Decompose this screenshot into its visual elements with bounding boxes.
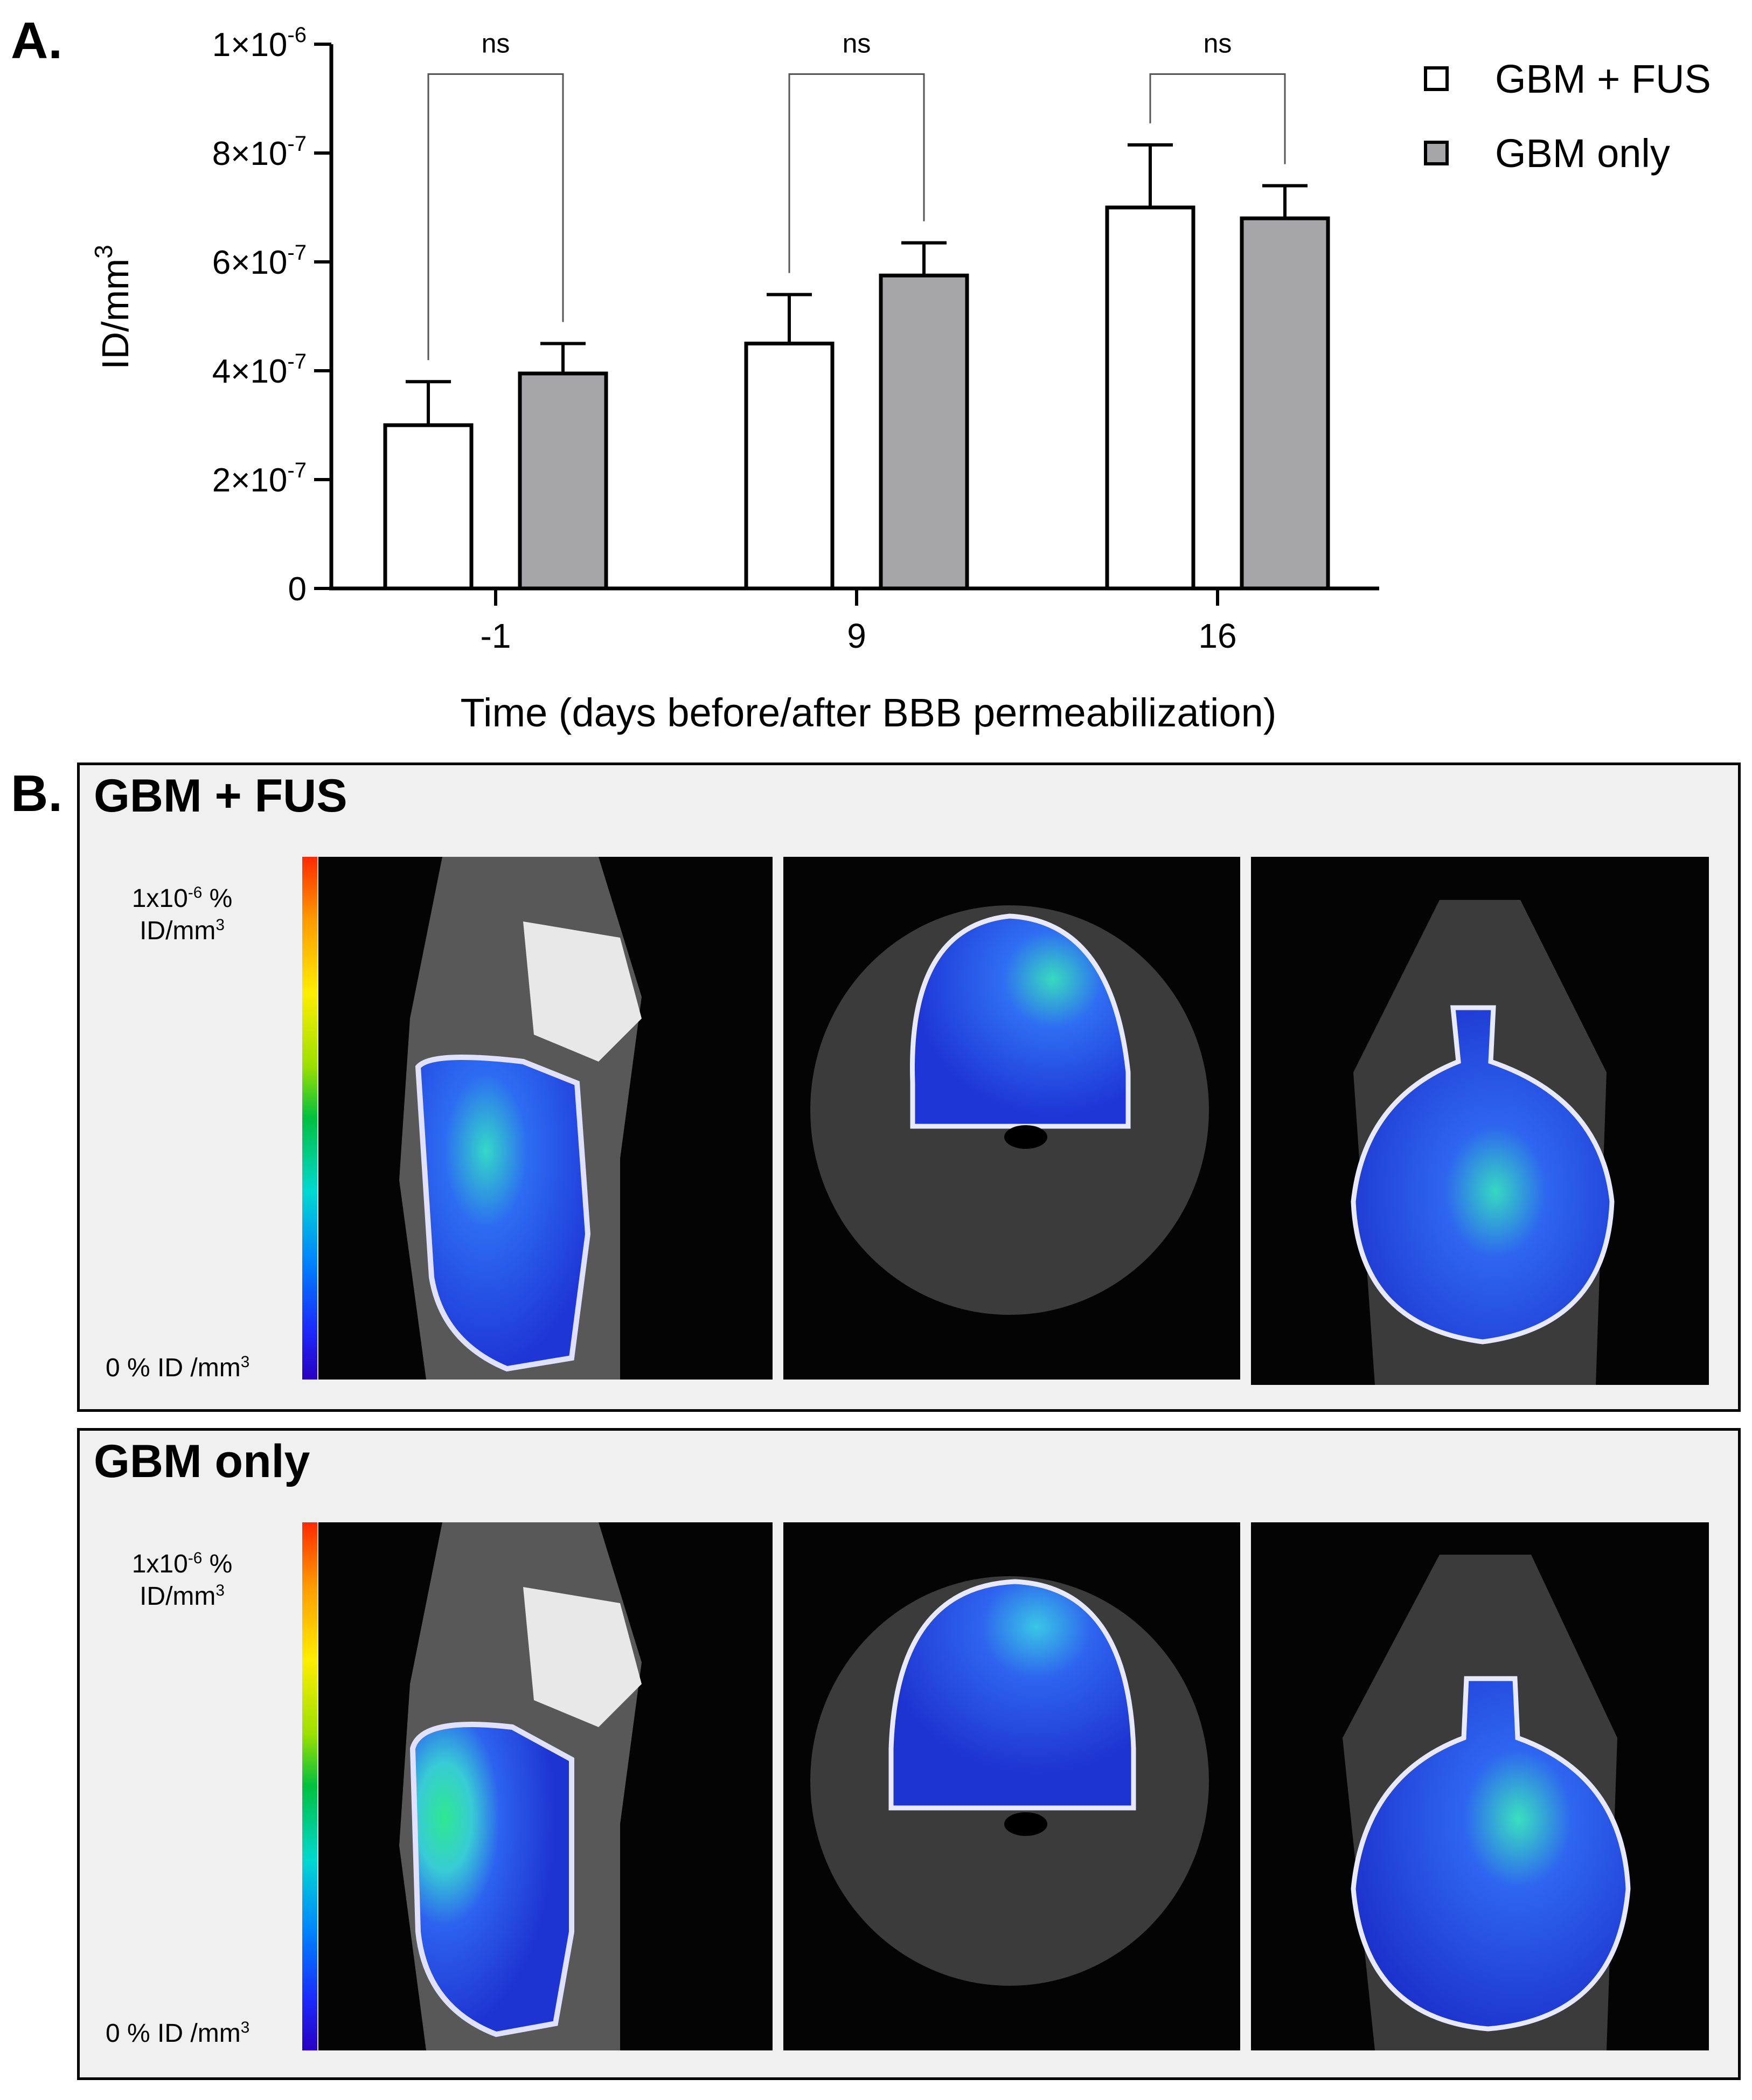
y-tick-label: 4×10-7 [212, 350, 307, 390]
group-title: GBM + FUS [94, 770, 347, 822]
axial-scan-image [783, 1522, 1240, 2050]
colorbar-min-label: 0 % ID /mm3 [106, 2019, 250, 2048]
significance-bracket [788, 73, 925, 273]
panel-a-label: A. [11, 12, 62, 70]
y-tick-label: 0 [288, 571, 307, 608]
colorbar-max-label: 1x10-6 % ID/mm3 [131, 1549, 233, 1611]
colorbar-min-label: 0 % ID /mm3 [106, 1353, 250, 1382]
group-title: GBM only [94, 1436, 310, 1487]
bar-chart: ns ns ns 0 2×10-7 4×10-7 6×10-7 8×10-7 1×10-6 -1… [89, 23, 1711, 735]
colorbar [302, 1522, 317, 2050]
legend-label: GBM + FUS [1495, 57, 1711, 101]
y-axis-label: ID/mm3 [89, 245, 136, 370]
y-tick-label: 2×10-7 [212, 459, 307, 499]
legend-swatch [1424, 141, 1449, 165]
group-panel-gbm-fus: GBM + FUS 1x10-6 % ID/mm3 0 % ID /mm3 [77, 763, 1741, 1412]
significance-bracket [1149, 73, 1286, 164]
bar [1240, 216, 1330, 591]
sagittal-scan-image [318, 857, 773, 1380]
x-tick-label: 16 [1198, 616, 1236, 655]
bar [744, 342, 835, 591]
axial-scan-image [783, 857, 1240, 1380]
group-panel-gbm-only: GBM only 1x10-6 % ID/mm3 0 % ID /mm3 [77, 1428, 1741, 2080]
coronal-scan-image [1251, 1522, 1709, 2050]
significance-label: ns [482, 29, 510, 59]
colorbar-max-label: 1x10-6 % ID/mm3 [131, 884, 233, 945]
y-tick-label: 8×10-7 [212, 132, 307, 172]
colorbar [302, 857, 317, 1380]
x-tick-label: -1 [481, 616, 511, 655]
significance-label: ns [843, 29, 871, 59]
bar [879, 273, 969, 591]
bar [1105, 205, 1195, 591]
x-axis-label: Time (days before/after BBB permeabiliza… [461, 690, 1277, 735]
bar [518, 371, 608, 591]
significance-bracket [427, 73, 564, 361]
sagittal-scan-image [318, 1522, 773, 2050]
x-tick-label: 9 [847, 616, 866, 655]
y-tick-label: 6×10-7 [212, 241, 307, 281]
coronal-scan-image [1251, 857, 1709, 1385]
significance-label: ns [1204, 29, 1232, 59]
legend-swatch [1424, 66, 1449, 91]
bar [383, 423, 474, 591]
legend-label: GBM only [1495, 131, 1670, 176]
y-tick-label: 1×10-6 [212, 23, 307, 64]
panel-b-label: B. [11, 765, 62, 822]
